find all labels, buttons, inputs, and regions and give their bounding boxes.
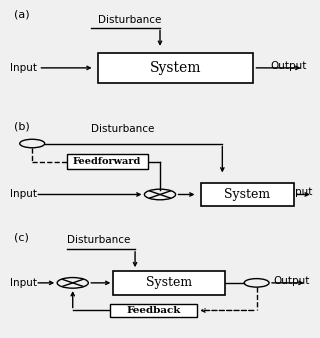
Text: Disturbance: Disturbance (98, 15, 161, 25)
FancyBboxPatch shape (201, 183, 294, 206)
FancyBboxPatch shape (113, 271, 226, 294)
Text: System: System (150, 61, 201, 75)
Text: Input: Input (10, 190, 37, 199)
FancyBboxPatch shape (110, 304, 197, 317)
Text: Disturbance: Disturbance (67, 235, 130, 245)
Text: (c): (c) (13, 233, 28, 243)
Text: Output: Output (270, 61, 307, 71)
FancyBboxPatch shape (98, 53, 253, 83)
Text: System: System (224, 188, 270, 201)
Text: Feedforward: Feedforward (73, 157, 141, 166)
Text: Input: Input (10, 278, 37, 288)
Text: (b): (b) (13, 121, 29, 131)
Text: System: System (146, 276, 192, 289)
Text: Input: Input (10, 63, 37, 73)
Text: Output: Output (273, 276, 309, 286)
Text: Feedback: Feedback (127, 306, 181, 315)
Text: Disturbance: Disturbance (92, 124, 155, 134)
Text: Output: Output (276, 187, 313, 197)
FancyBboxPatch shape (67, 154, 148, 169)
Text: (a): (a) (13, 9, 29, 20)
